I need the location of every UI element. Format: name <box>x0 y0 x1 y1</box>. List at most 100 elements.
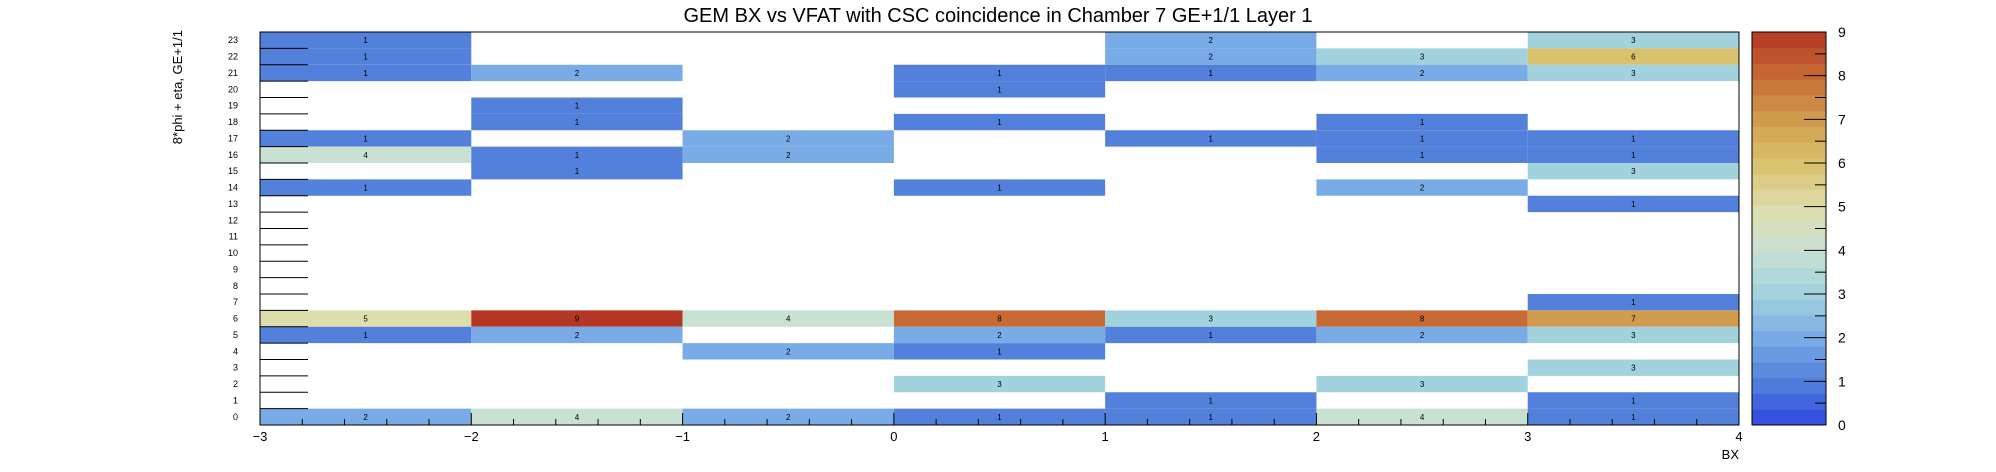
heatmap-cell <box>1527 408 1739 425</box>
heatmap-cell <box>682 343 894 360</box>
cell-value-label: 2 <box>1420 331 1425 340</box>
y-tick-label: 1 <box>233 395 238 405</box>
cell-value-label: 2 <box>786 413 791 422</box>
colorbar-swatch <box>1752 299 1826 316</box>
chart-title: GEM BX vs VFAT with CSC coincidence in C… <box>684 5 1313 27</box>
cell-value-label: 1 <box>1420 134 1425 143</box>
heatmap-cell <box>471 310 683 327</box>
heatmap-cell <box>893 113 1106 131</box>
cell-value-label: 1 <box>1631 396 1636 405</box>
cell-value-label: 3 <box>1631 364 1636 373</box>
y-tick-label: 23 <box>228 35 238 45</box>
heatmap-cell <box>1527 32 1739 49</box>
cell-value-label: 1 <box>1209 331 1214 340</box>
cell-value-label: 3 <box>1631 36 1636 45</box>
heatmap-cell <box>893 326 1106 344</box>
heatmap-cell <box>1316 408 1528 425</box>
cell-value-label: 1 <box>997 413 1002 422</box>
cell-value-label: 8 <box>997 315 1002 324</box>
colorbar-swatch <box>1752 283 1826 300</box>
heatmap-cell <box>1105 310 1317 327</box>
cell-value-label: 2 <box>575 69 580 78</box>
x-tick-label: 3 <box>1524 429 1531 444</box>
colorbar-swatch <box>1752 63 1826 80</box>
colorbar-swatch <box>1752 267 1826 285</box>
cell-value-label: 3 <box>1631 331 1636 340</box>
colorbar-swatch <box>1752 189 1826 206</box>
x-tick-label: −2 <box>464 429 479 444</box>
cell-value-label: 1 <box>997 85 1002 94</box>
colorbar-swatch <box>1752 94 1826 112</box>
heatmap-cell <box>1316 113 1528 131</box>
cell-value-label: 4 <box>1420 413 1425 422</box>
cell-value-label: 3 <box>1420 53 1425 62</box>
y-tick-label: 16 <box>228 150 238 160</box>
colorbar-swatch <box>1752 142 1826 159</box>
heatmap-cell <box>1105 48 1317 65</box>
colorbar-swatch <box>1752 330 1826 347</box>
heatmap-cell <box>1527 48 1739 65</box>
cell-value-label: 4 <box>575 413 580 422</box>
cell-value-label: 1 <box>1420 151 1425 160</box>
cell-value-label: 2 <box>997 331 1002 340</box>
y-tick-label: 0 <box>233 412 238 422</box>
x-tick-label: 1 <box>1102 429 1109 444</box>
cell-value-label: 3 <box>1631 69 1636 78</box>
cell-value-label: 1 <box>1209 134 1214 143</box>
cell-value-label: 1 <box>1209 413 1214 422</box>
heatmap-cell <box>893 408 1106 425</box>
heatmap-cell <box>682 408 894 425</box>
colorbar-tick-label: 9 <box>1838 24 1846 40</box>
cell-value-label: 1 <box>1631 413 1636 422</box>
heatmap-cell <box>893 310 1106 327</box>
colorbar-swatch <box>1752 252 1826 269</box>
axes: −3 −2 −1 0 1 2 3 401234567891011121314151617181… <box>228 31 1743 444</box>
heatmap-cell <box>1105 130 1317 147</box>
colorbar-tick-label: 5 <box>1838 199 1846 215</box>
heatmap-cell <box>1527 146 1739 163</box>
cell-value-label: 1 <box>1631 151 1636 160</box>
heatmap-cell <box>1527 392 1739 409</box>
cell-value-label: 1 <box>997 347 1002 356</box>
y-tick-label: 15 <box>228 166 238 176</box>
heatmap-cell <box>1105 32 1317 49</box>
heatmap-cell <box>682 130 894 147</box>
cell-value-label: 2 <box>786 347 791 356</box>
y-tick-label: 9 <box>233 264 238 274</box>
y-tick-label: 8 <box>233 281 238 291</box>
colorbar-swatch <box>1752 204 1826 222</box>
y-tick-label: 21 <box>228 68 238 78</box>
heatmap-cell <box>1105 392 1317 409</box>
colorbar-swatch <box>1752 314 1826 332</box>
colorbar-swatch <box>1752 79 1826 96</box>
y-tick-label: 6 <box>233 314 238 324</box>
cell-value-label: 4 <box>363 151 368 160</box>
cell-value-label: 1 <box>363 331 368 340</box>
y-tick-label: 5 <box>233 330 238 340</box>
heatmap-cell <box>260 130 472 147</box>
y-axis-label: 8*phi + eta, GE+1/1 <box>170 30 185 144</box>
heatmap-cell <box>471 146 683 163</box>
y-tick-label: 11 <box>229 232 238 242</box>
x-tick-label: 4 <box>1735 429 1742 444</box>
heatmap-cell <box>471 163 683 180</box>
colorbar-tick-label: 0 <box>1838 417 1846 433</box>
heatmap-cell <box>471 64 683 82</box>
heatmap-cell <box>260 179 472 196</box>
heatmap-cell <box>260 146 472 163</box>
y-tick-label: 3 <box>233 363 238 373</box>
heatmap-cell <box>1105 64 1317 82</box>
colorbar-tick-label: 8 <box>1838 68 1846 84</box>
cell-value-label: 1 <box>997 69 1002 78</box>
heatmap-cell <box>1527 130 1739 147</box>
y-tick-label: 2 <box>233 379 238 389</box>
heatmap-cell <box>1105 326 1317 344</box>
cell-value-label: 1 <box>997 184 1002 193</box>
cell-value-label: 1 <box>1631 134 1636 143</box>
heatmap-cell <box>260 64 472 82</box>
y-tick-label: 12 <box>228 215 238 225</box>
x-tick-label: 0 <box>890 429 897 444</box>
cell-value-label: 2 <box>1209 53 1214 62</box>
cell-value-label: 2 <box>786 151 791 160</box>
